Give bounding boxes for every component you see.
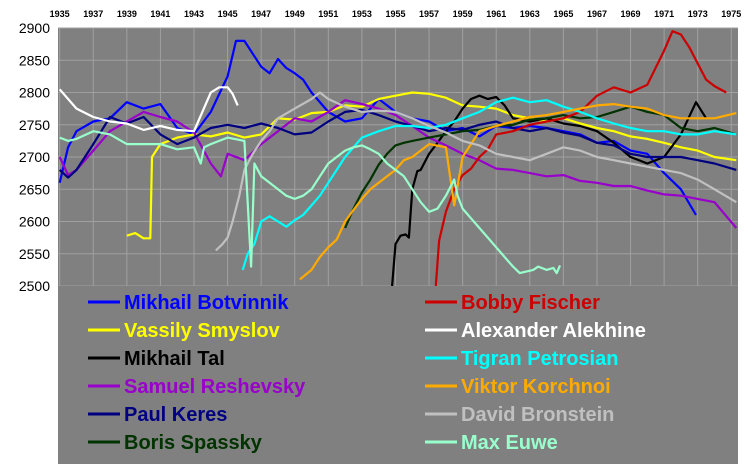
x-tick-label: 1937 xyxy=(83,9,103,19)
series-line-paul-keres xyxy=(58,108,737,179)
series-line-vassily-smyslov xyxy=(126,91,737,240)
legend-label: Paul Keres xyxy=(124,404,227,426)
y-tick-label: 2800 xyxy=(19,85,50,101)
legend-label: Alexander Alekhine xyxy=(461,320,646,342)
y-tick-label: 2550 xyxy=(19,246,50,262)
x-tick-label: 1947 xyxy=(251,9,271,19)
legend-label: Mikhail Tal xyxy=(124,348,225,370)
legend-label: Tigran Petrosian xyxy=(461,348,618,370)
legend-label: Viktor Korchnoi xyxy=(461,376,611,398)
series-lines xyxy=(58,30,738,287)
y-tick-label: 2650 xyxy=(19,181,50,197)
x-tick-label: 1953 xyxy=(352,9,372,19)
x-axis-ticks: 1935 1937 1939 1941 1943 1945 1947 1949 1951 1953… xyxy=(50,9,742,19)
series-line-david-bronstein xyxy=(215,91,737,252)
series-line-samuel-reshevsky xyxy=(58,99,738,229)
x-tick-label: 1957 xyxy=(419,9,439,19)
x-tick-label: 1975 xyxy=(721,9,741,19)
y-tick-label: 2500 xyxy=(19,278,50,294)
x-tick-label: 1935 xyxy=(50,9,70,19)
legend-label: Bobby Fischer xyxy=(461,292,600,314)
x-tick-label: 1961 xyxy=(486,9,506,19)
y-tick-label: 2850 xyxy=(19,52,50,68)
legend-label: Boris Spassky xyxy=(124,432,263,454)
x-tick-label: 1971 xyxy=(654,9,674,19)
x-tick-label: 1959 xyxy=(453,9,473,19)
legend-label: Vassily Smyslov xyxy=(124,320,281,342)
series-line-max-euwe xyxy=(59,130,562,275)
x-tick-label: 1949 xyxy=(285,9,305,19)
y-tick-label: 2600 xyxy=(19,214,50,230)
x-tick-label: 1951 xyxy=(318,9,338,19)
legend-label: David Bronstein xyxy=(461,404,614,426)
x-tick-label: 1943 xyxy=(184,9,204,19)
x-tick-label: 1941 xyxy=(150,9,170,19)
x-tick-label: 1939 xyxy=(117,9,137,19)
legend-label: Samuel Reshevsky xyxy=(124,376,306,398)
legend-label: Mikhail Botvinnik xyxy=(124,292,289,314)
series-line-tigran-petrosian xyxy=(241,96,737,271)
legend-label: Max Euwe xyxy=(461,432,558,454)
series-line-alexander-alekhine xyxy=(58,86,239,133)
x-tick-label: 1963 xyxy=(520,9,540,19)
x-tick-label: 1945 xyxy=(218,9,238,19)
x-tick-label: 1973 xyxy=(688,9,708,19)
y-tick-label: 2700 xyxy=(19,149,50,165)
y-tick-label: 2900 xyxy=(19,20,50,36)
x-tick-label: 1967 xyxy=(587,9,607,19)
x-tick-label: 1965 xyxy=(553,9,573,19)
y-tick-label: 2750 xyxy=(19,117,50,133)
legend: Mikhail Botvinnik Vassily Smyslov Mikhail … xyxy=(88,292,646,454)
series-line-bobby-fischer xyxy=(434,30,727,287)
legend-box xyxy=(58,286,738,464)
x-tick-label: 1955 xyxy=(385,9,405,19)
series-line-viktor-korchnoi xyxy=(299,103,737,281)
x-tick-label: 1969 xyxy=(621,9,641,19)
y-axis-ticks: 2900 2850 2800 2750 2700 2650 2600 2550 2500 xyxy=(19,20,50,294)
